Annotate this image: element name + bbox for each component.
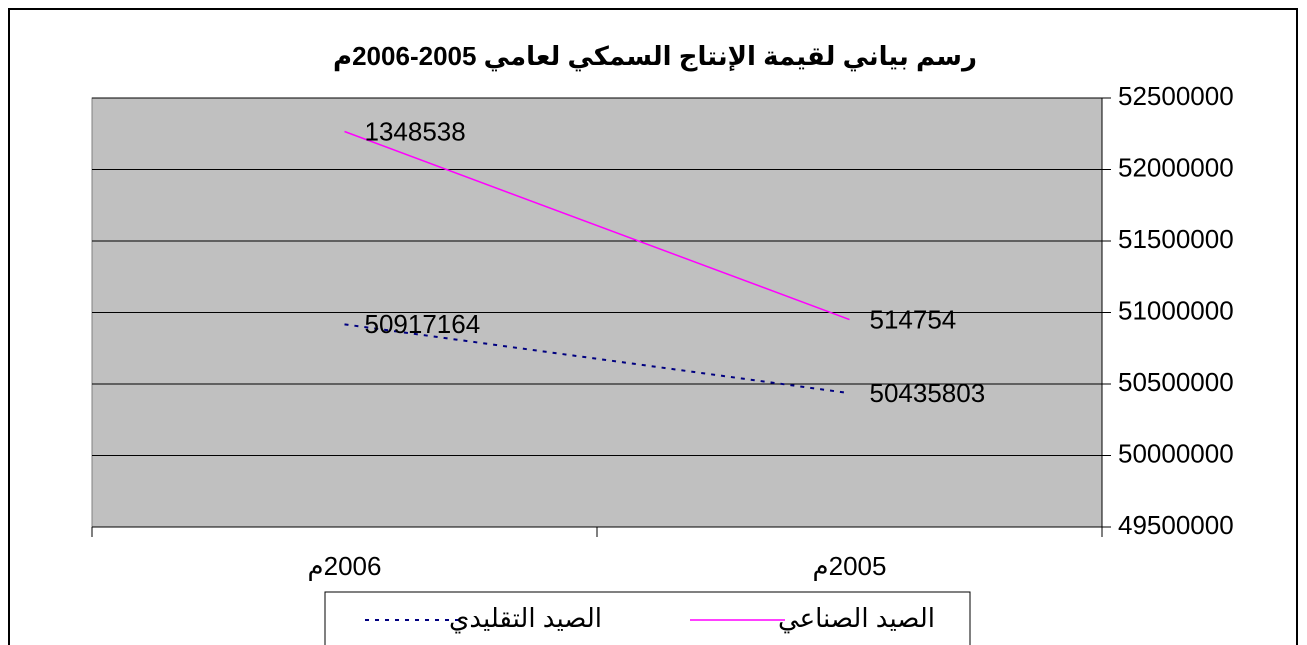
y-tick-label: 52000000 [1118, 152, 1234, 182]
legend-label: الصيد التقليدي [449, 603, 602, 633]
y-tick-label: 50000000 [1118, 438, 1234, 468]
data-label: 50917164 [365, 309, 481, 339]
y-tick-label: 51500000 [1118, 224, 1234, 254]
data-label: 50435803 [870, 378, 986, 408]
y-tick-label: 51000000 [1118, 295, 1234, 325]
x-tick-label: 2006م [308, 551, 382, 581]
y-tick-label: 52500000 [1118, 81, 1234, 111]
y-tick-label: 49500000 [1118, 510, 1234, 540]
series-line [344, 130, 850, 321]
legend [324, 591, 971, 645]
data-label: 1348538 [365, 116, 466, 146]
x-tick-label: 2005م [813, 551, 887, 581]
y-tick-label: 50500000 [1118, 367, 1234, 397]
chart-title: رسم بياني لقيمة الإنتاج السمكي لعامي 200… [333, 41, 977, 72]
data-label: 514754 [870, 304, 957, 334]
legend-label: الصيد الصناعي [778, 603, 935, 633]
